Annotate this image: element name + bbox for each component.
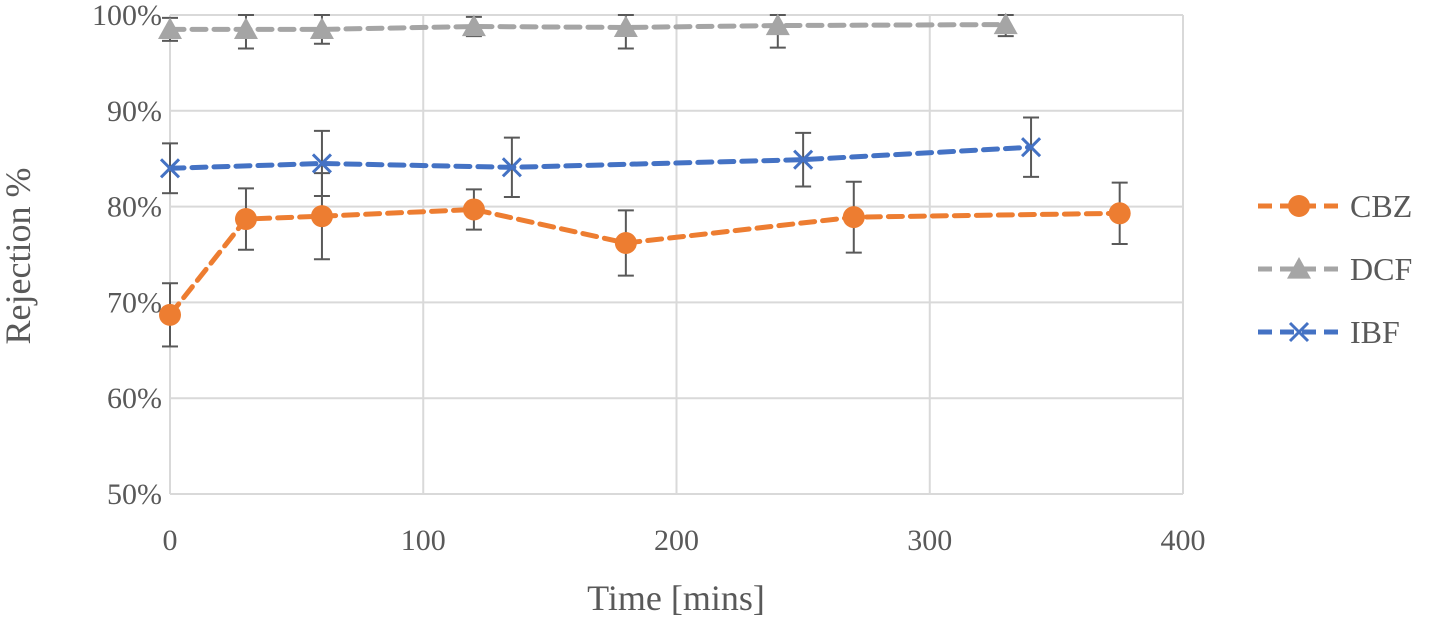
legend-marker-cbz	[1288, 195, 1310, 217]
series-line-ibf	[167, 144, 1034, 171]
series-ibf	[159, 116, 1042, 199]
data-point-cbz	[462, 198, 485, 221]
x-axis-ticks: 0 100 200 300 400	[163, 524, 1206, 557]
legend: CBZ DCF IBF	[1258, 188, 1412, 350]
legend-label-ibf: IBF	[1350, 314, 1400, 350]
y-axis-ticks: 50% 60% 70% 80% 90% 100%	[92, 0, 162, 511]
legend-item-dcf: DCF	[1258, 251, 1412, 287]
data-point-cbz	[842, 206, 865, 229]
data-point-ibf	[1020, 137, 1042, 158]
legend-marker-ibf	[1288, 321, 1310, 343]
data-point-dcf	[461, 14, 486, 37]
data-point-cbz	[310, 205, 333, 228]
data-point-ibf-stroke	[1020, 137, 1042, 158]
legend-label-dcf: DCF	[1350, 251, 1412, 287]
data-point-cbz	[614, 232, 637, 255]
series-line-dcf	[167, 22, 1009, 32]
y-tick-label: 50%	[107, 478, 162, 511]
data-point-ibf	[793, 149, 814, 170]
y-tick-label: 70%	[107, 286, 162, 319]
series-cbz	[159, 172, 1131, 348]
x-axis-title: Time [mins]	[587, 578, 765, 618]
data-point-ibf	[159, 158, 181, 179]
data-point-ibf	[501, 157, 522, 178]
data-point-dcf	[613, 15, 638, 38]
data-point-dcf	[233, 17, 258, 39]
legend-marker-ibf-stroke	[1288, 321, 1310, 343]
series-line-cbz	[167, 206, 1123, 318]
y-tick-label: 80%	[107, 191, 162, 224]
plot-series	[158, 12, 1131, 348]
y-tick-label: 60%	[107, 382, 162, 415]
data-point-ibf	[311, 153, 333, 174]
x-tick-label: 100	[401, 524, 446, 557]
x-tick-label: 300	[907, 524, 952, 557]
y-axis-title: Rejection %	[0, 168, 38, 345]
data-point-ibf-stroke	[793, 149, 814, 170]
data-point-cbz	[234, 208, 257, 231]
legend-marker-dcf	[1287, 257, 1311, 279]
series-dcf	[158, 12, 1018, 50]
y-tick-label: 90%	[107, 95, 162, 128]
x-tick-label: 0	[163, 524, 178, 557]
data-point-dcf	[309, 17, 334, 39]
data-point-ibf-stroke	[311, 153, 333, 174]
legend-item-ibf: IBF	[1258, 314, 1400, 350]
gridlines	[169, 14, 1184, 495]
data-point-dcf	[765, 13, 790, 36]
data-point-cbz	[1108, 202, 1131, 225]
y-tick-label: 100%	[92, 0, 162, 32]
legend-label-cbz: CBZ	[1350, 188, 1412, 224]
x-tick-label: 400	[1161, 524, 1206, 557]
data-point-cbz	[159, 303, 181, 326]
data-point-ibf-stroke	[501, 157, 522, 178]
data-point-dcf	[158, 17, 182, 39]
data-point-dcf	[993, 12, 1018, 35]
data-point-ibf-stroke	[159, 158, 181, 179]
x-tick-label: 200	[654, 524, 699, 557]
legend-item-cbz: CBZ	[1258, 188, 1412, 224]
